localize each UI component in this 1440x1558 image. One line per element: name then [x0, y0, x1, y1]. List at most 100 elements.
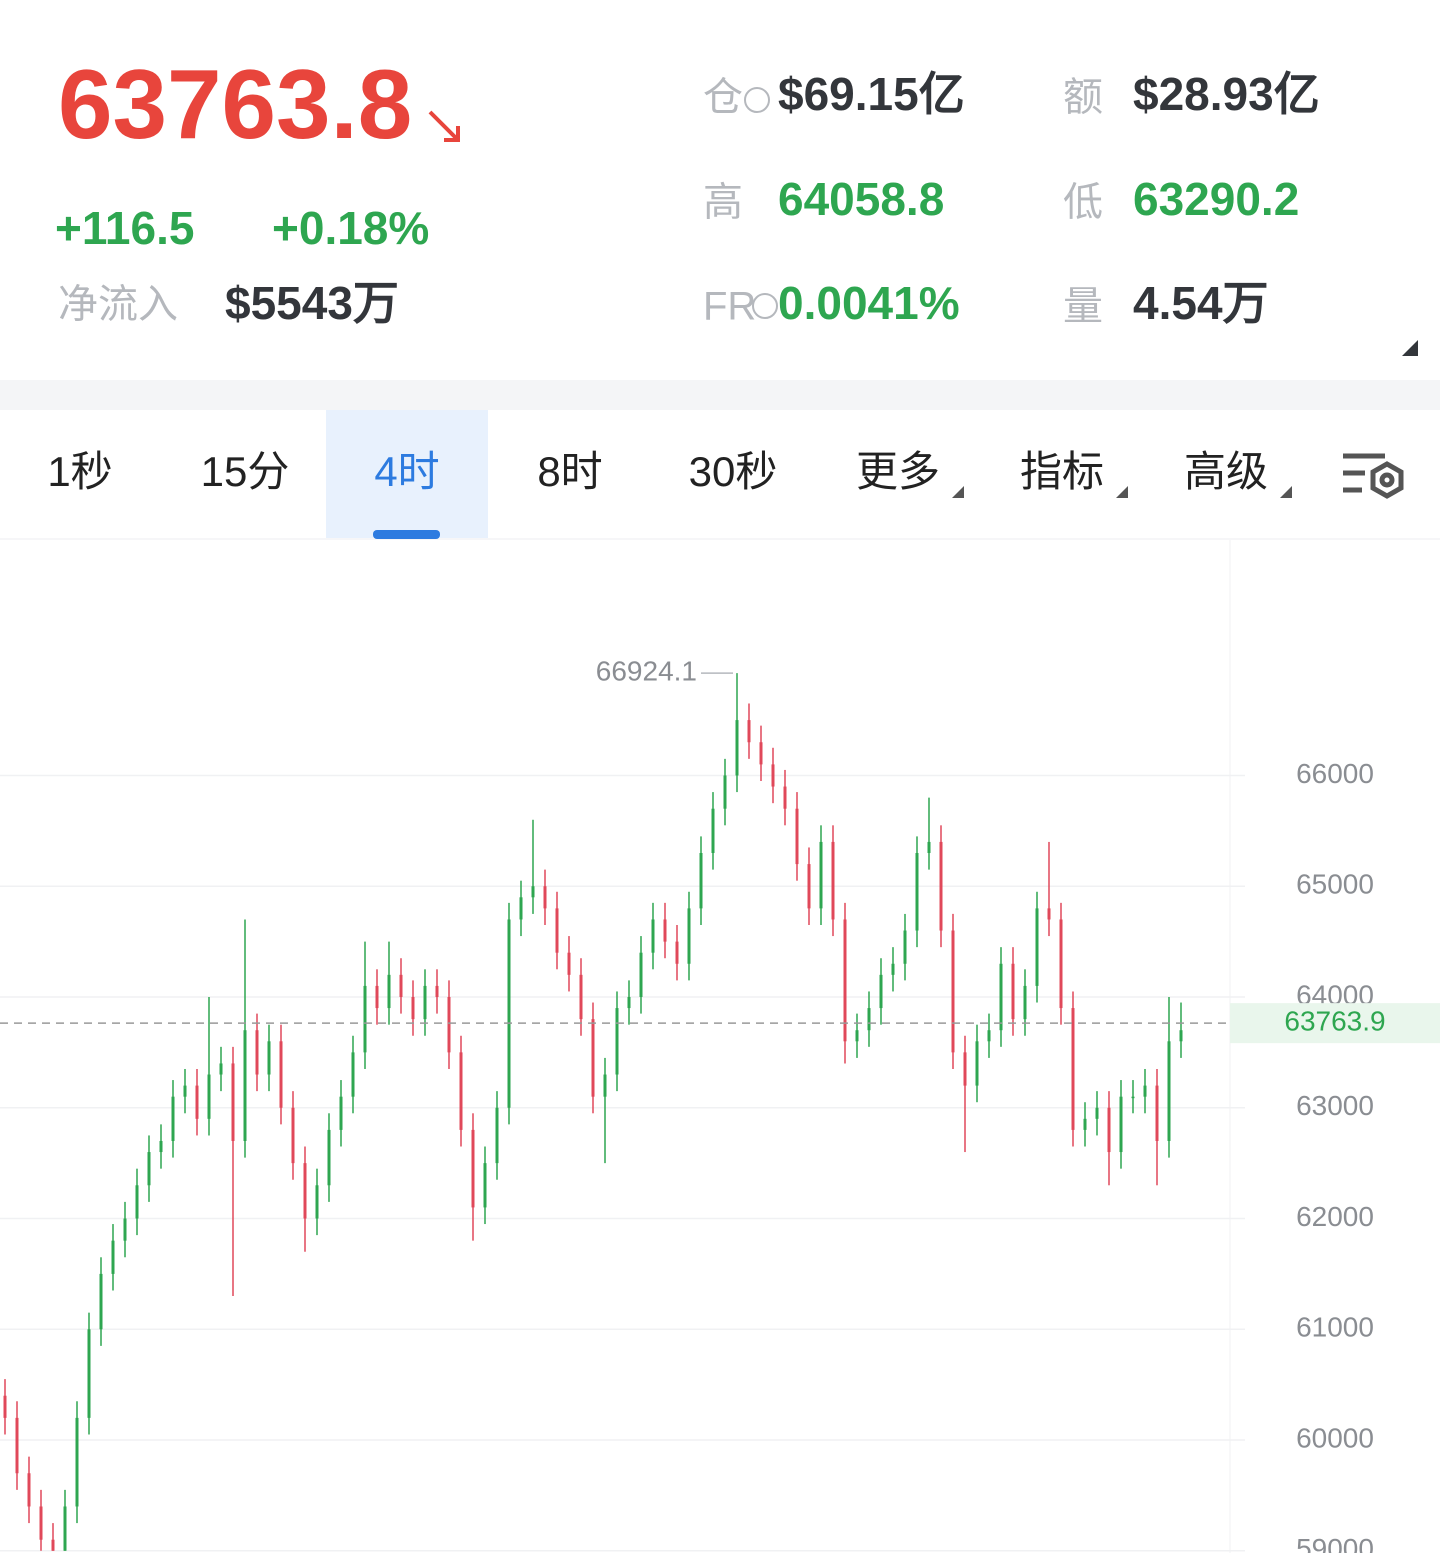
y-tick-label: 60000 — [1296, 1422, 1374, 1453]
candle-body — [279, 1041, 283, 1108]
candle-body — [1035, 908, 1039, 986]
y-tick-label: 61000 — [1296, 1312, 1374, 1343]
tab-underline — [373, 530, 440, 539]
candle-body — [531, 886, 535, 898]
candle-body — [435, 985, 439, 997]
candle-body — [927, 841, 931, 854]
dropdown-icons — [952, 486, 1292, 498]
candle-body — [387, 974, 391, 1009]
candle-body — [639, 952, 643, 997]
help-icon[interactable] — [744, 87, 770, 113]
tab[interactable]: 更多 — [856, 448, 940, 495]
tab[interactable]: 15分 — [201, 448, 290, 495]
candle-body — [555, 908, 559, 953]
candle-body — [1179, 1030, 1183, 1042]
stat-value: 64058.8 — [778, 173, 944, 225]
help-icon[interactable] — [752, 293, 778, 319]
candle-body — [735, 720, 739, 776]
candle-body — [1131, 1096, 1135, 1099]
candle-body — [231, 1063, 235, 1141]
candle-body — [699, 853, 703, 909]
stat-value: $28.93亿 — [1133, 68, 1320, 120]
expand-icon[interactable] — [1402, 340, 1418, 356]
tabs: 1秒 15分 4时 8时 30秒 更多 指标 高级 — [47, 448, 1268, 495]
candle-body — [483, 1163, 487, 1208]
candle-body — [1143, 1085, 1147, 1097]
candle-body — [591, 1019, 595, 1097]
candle-body — [255, 1030, 259, 1075]
tab[interactable]: 指标 — [1020, 448, 1104, 495]
candle-body — [843, 919, 847, 1042]
candle-body — [375, 985, 379, 1009]
candle-body — [3, 1395, 7, 1418]
stat-label: FR — [703, 285, 756, 329]
stat-value: 63290.2 — [1133, 173, 1299, 225]
settings-icon[interactable] — [1343, 453, 1404, 499]
candle-body — [579, 974, 583, 1020]
candle-body — [399, 974, 403, 997]
candle-body — [603, 1074, 607, 1097]
tab[interactable]: 4时 — [374, 448, 439, 495]
candle-body — [447, 996, 451, 1053]
stat-value: 0.0041% — [778, 277, 960, 329]
candle-body — [315, 1185, 319, 1219]
candle-body — [243, 1030, 247, 1141]
candle-body — [567, 952, 571, 975]
candle-body — [291, 1107, 295, 1164]
candle-body — [363, 985, 367, 1053]
candle-body — [891, 963, 895, 975]
candle-body — [771, 764, 775, 787]
candle-body — [1011, 963, 1015, 1020]
candle-body — [507, 919, 511, 1108]
candle-body — [939, 841, 943, 931]
candle-body — [495, 1107, 499, 1164]
candle-body — [195, 1085, 199, 1119]
stat-value: $69.15亿 — [778, 68, 965, 120]
last-price-label: 63763.9 — [1284, 1006, 1385, 1037]
candle-body — [855, 1030, 859, 1042]
stat-label: 额 — [1063, 76, 1103, 120]
candle-body — [1071, 1008, 1075, 1130]
tab[interactable]: 1秒 — [47, 448, 112, 495]
candle-body — [831, 841, 835, 920]
candle-body — [27, 1473, 31, 1507]
net-inflow-label: 净流入 — [58, 283, 178, 327]
stat-label: 高 — [703, 181, 743, 225]
candle-body — [711, 808, 715, 854]
candle-body — [135, 1185, 139, 1219]
candle-body — [759, 742, 763, 765]
candle-body — [471, 1129, 475, 1208]
tab-selected-bg — [326, 410, 488, 538]
candle-body — [543, 886, 547, 909]
candle-body — [951, 930, 955, 1053]
candle-body — [1083, 1118, 1087, 1130]
candle-body — [1155, 1085, 1159, 1141]
tab[interactable]: 30秒 — [689, 448, 778, 495]
candle-body — [171, 1096, 175, 1141]
price: 63763.8 — [58, 49, 412, 159]
candle-body — [339, 1096, 343, 1130]
candle-body — [819, 841, 823, 909]
net-inflow: $5543万 — [225, 277, 399, 329]
candle-body — [915, 853, 919, 931]
candle-body — [267, 1041, 271, 1075]
y-tick-label: 66000 — [1296, 758, 1374, 789]
stats: 仓 $69.15亿 额 $28.93亿 高 64058.8 低 63290.2 … — [703, 68, 1320, 329]
y-tick-label: 63000 — [1296, 1090, 1374, 1121]
candle-body — [351, 1052, 355, 1097]
tab[interactable]: 8时 — [537, 448, 602, 495]
candle-body — [663, 919, 667, 942]
candle-body — [519, 897, 523, 920]
candle-body — [207, 1074, 211, 1119]
stat-label: 仓 — [703, 76, 743, 120]
candle-body — [1107, 1107, 1111, 1153]
candle-body — [423, 985, 427, 1020]
candle-body — [675, 941, 679, 964]
candle-body — [1167, 1041, 1171, 1141]
tab[interactable]: 高级 — [1184, 448, 1268, 495]
candle-body — [1059, 919, 1063, 1009]
candle-body — [111, 1240, 115, 1274]
candle-body — [651, 919, 655, 953]
candle-body — [147, 1152, 151, 1186]
